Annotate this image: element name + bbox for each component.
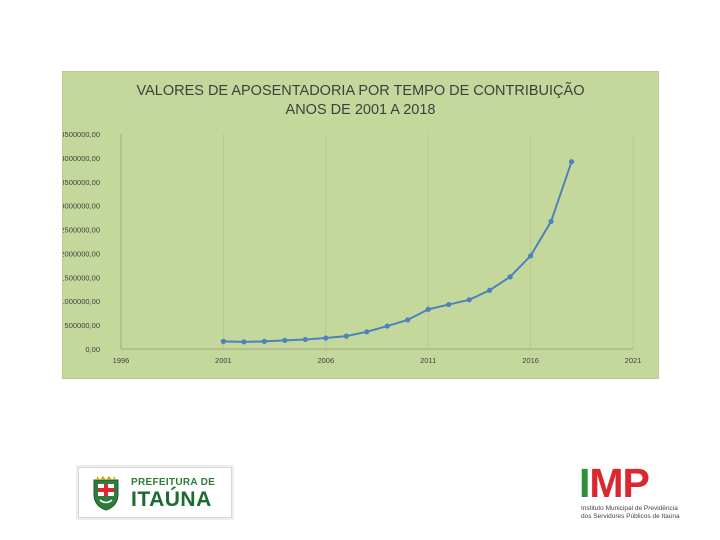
- y-tick-label: 1500000,00: [63, 273, 100, 282]
- y-tick-label: 2000000,00: [63, 249, 100, 258]
- itauna-label: ITAÚNA: [131, 488, 212, 511]
- x-tick-label: 2021: [625, 356, 642, 365]
- y-tick-label: 4500000,00: [63, 130, 100, 139]
- prefeitura-label: PREFEITURA DE: [131, 477, 216, 488]
- y-tick-label: 2500000,00: [63, 226, 100, 235]
- y-tick-label: 1000000,00: [63, 297, 100, 306]
- data-point: [487, 287, 493, 293]
- imp-wordmark: IMP: [579, 460, 650, 506]
- data-point: [405, 317, 411, 323]
- imp-letters-mp: MP: [589, 460, 649, 506]
- series-line: [223, 161, 573, 343]
- data-point: [507, 274, 513, 280]
- data-point: [343, 333, 349, 339]
- coat-of-arms-icon: [93, 476, 119, 511]
- x-tick-label: 1996: [113, 356, 130, 365]
- chart-area: VALORES DE APOSENTADORIA POR TEMPO DE CO…: [62, 71, 659, 379]
- x-tick-label: 2006: [317, 356, 334, 365]
- imp-letter-i: I: [579, 460, 590, 506]
- imp-logo: IMP Instituto Municipal de Previdência d…: [575, 462, 685, 524]
- data-point: [282, 337, 288, 343]
- line-chart: 4500000,00 4000000,00 3500000,00 3000000,00…: [63, 130, 642, 365]
- data-point: [241, 339, 247, 345]
- x-tick-label: 2016: [522, 356, 539, 365]
- data-point: [220, 338, 226, 344]
- x-tick-label: 2011: [420, 356, 436, 365]
- data-point: [302, 336, 308, 343]
- data-point: [568, 159, 575, 165]
- prefeitura-logo: PREFEITURA DE ITAÚNA: [78, 467, 232, 518]
- data-point: [323, 335, 329, 341]
- data-point: [446, 301, 452, 308]
- imp-subtitle-line2: dos Servidores Públicos de Itaúna: [581, 513, 680, 520]
- data-point: [528, 253, 534, 259]
- imp-subtitle-line1: Instituto Municipal de Previdência: [581, 505, 678, 512]
- chart-title: VALORES DE APOSENTADORIA POR TEMPO DE CO…: [63, 82, 658, 120]
- y-tick-label: 500000,00: [65, 321, 100, 330]
- y-tick-label: 0,00: [85, 345, 100, 354]
- y-tick-label: 3000000,00: [63, 202, 100, 211]
- data-point: [384, 323, 390, 329]
- data-point: [425, 306, 431, 312]
- x-tick-label: 2001: [215, 356, 232, 365]
- data-point: [466, 297, 472, 303]
- chart-title-line1: VALORES DE APOSENTADORIA POR TEMPO DE CO…: [136, 83, 585, 99]
- data-point: [261, 338, 267, 344]
- y-tick-label: 3500000,00: [63, 178, 100, 187]
- chart-title-line2: ANOS DE 2001 A 2018: [285, 102, 436, 118]
- y-tick-label: 4000000,00: [63, 154, 100, 163]
- data-point: [364, 329, 370, 335]
- data-point: [548, 218, 554, 225]
